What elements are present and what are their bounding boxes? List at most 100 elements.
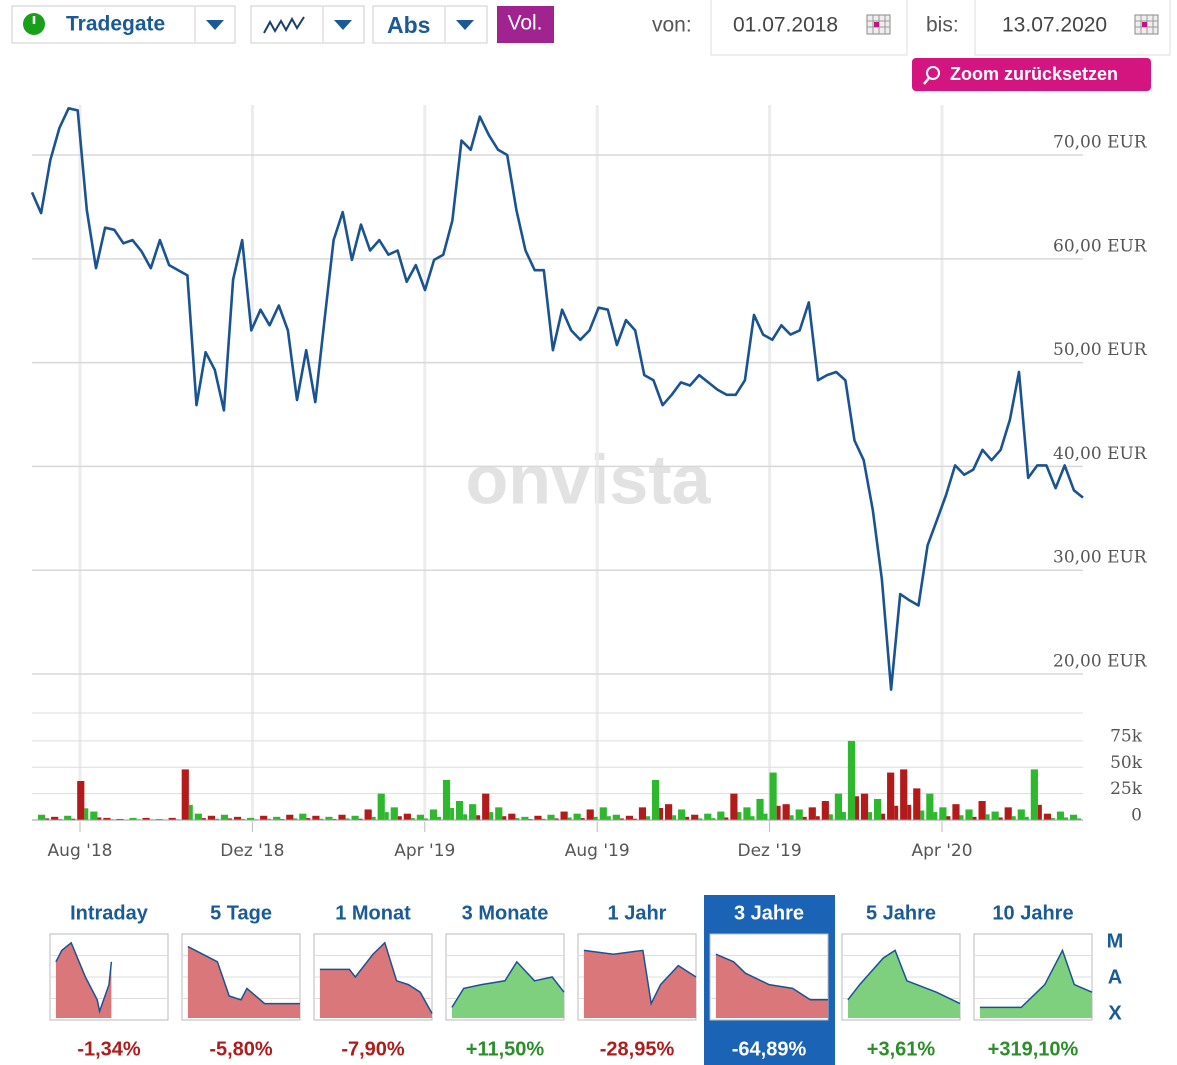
volume-bar-small [711,818,716,820]
volume-bar [442,779,451,820]
volume-bar [821,801,829,820]
volume-bar-small [789,815,794,820]
volume-bar [456,801,464,820]
thumbnail-area [187,946,300,1018]
thumbnail-line [187,945,300,1005]
volume-bar-small [972,816,977,820]
thumbnail-line [55,941,113,1014]
zoom-icon-handle [923,77,930,85]
volume-button[interactable] [497,6,554,43]
thumbnail-area [319,942,432,1018]
volume-bar [403,813,411,820]
volume-bar-small [841,812,846,820]
period-label[interactable]: 1 Monat [335,902,411,924]
volume-bar [991,811,999,820]
volume-bar [116,818,124,820]
x-tick-label: Apr '19 [394,841,455,861]
thumbnail-area [55,942,112,1018]
volume-bar-small [959,815,964,820]
line-icon [263,16,305,34]
thumbnail-area [451,961,564,1018]
max-letter[interactable]: M [1107,930,1124,952]
volume-bar-small [319,818,324,820]
volume-bar-small [423,818,428,820]
volume-bar [51,816,59,820]
period-label[interactable]: 5 Tage [210,902,272,924]
volume-bar [665,804,673,820]
period-label[interactable]: 1 Jahr [608,902,667,924]
thumbnail-line [319,941,433,1014]
y-tick-label: 70,00 EUR [1053,133,1148,153]
to-label: bis: [926,14,959,37]
volume-bar [233,816,242,820]
volume-bar-small [489,812,494,820]
calendar-icon[interactable] [866,14,891,35]
dropdown-arrow[interactable] [456,20,474,30]
y-tick-label: 30,00 EUR [1053,548,1148,568]
volume-bar-small [1024,816,1029,820]
price-line [30,107,1084,691]
watermark: onvista [465,440,711,518]
volume-bar-small [868,812,873,820]
period-change: -64,89% [732,1038,807,1060]
max-letter[interactable]: A [1108,966,1122,988]
volume-bar [795,809,803,820]
period-selector: Intraday -1,34% 5 Tage -5,80% 1 Monat -7,90% 3… [49,895,1124,1065]
volume-bar [808,807,816,820]
volume-bar-small [672,815,677,820]
max-letter[interactable]: X [1108,1002,1122,1024]
volume-bar-small [737,812,742,820]
dropdown-arrow[interactable] [334,20,352,30]
volume-bar [717,811,725,820]
period-label[interactable]: 10 Jahre [992,902,1073,924]
volume-bar-small [1077,818,1082,820]
volume-bar [1017,809,1025,820]
y-tick-label: 20,00 EUR [1053,652,1148,672]
volume-bar [351,815,359,820]
volume-bar [390,807,398,820]
period-label[interactable]: Intraday [70,902,149,924]
volume-bar-small [802,816,807,820]
volume-bar-small [293,818,298,820]
dropdown-arrow[interactable] [206,20,224,30]
volume-bar [495,807,503,820]
to-date: 13.07.2020 [1002,14,1107,37]
volume-bar [586,809,594,820]
zoom-reset-button[interactable] [912,58,1151,91]
volume-bar [782,804,790,820]
volume-bar [691,814,699,820]
y-tick-label: 50,00 EUR [1053,340,1148,360]
volume-bar-small [1050,818,1055,820]
volume-bar-small [84,808,89,820]
period-label[interactable]: 5 Jahre [866,902,936,924]
volume-bar [181,769,189,820]
volume-bar-small [228,818,232,820]
thumbnail-area [715,954,828,1018]
volume-bar [286,814,294,820]
volume-bar [952,804,960,820]
thumbnail-line [583,949,697,1007]
volume-bar-small [750,816,755,820]
volume-bar-small [567,817,572,820]
volume-bar-small [1037,804,1042,820]
period-change: -7,90% [341,1038,405,1060]
volume-bar-small [306,818,311,820]
volume-bar-small [685,816,690,820]
y-tick-label: 75k [1110,726,1143,746]
volume-bar-small [946,816,951,820]
volume-bar-small [894,805,899,820]
volume-bar-small [450,807,455,820]
volume-bar [560,811,568,820]
period-label[interactable]: 3 Monate [462,902,549,924]
volume-bar [194,813,202,820]
volume-bar [129,817,137,820]
volume-bar [312,815,320,820]
exchange-select[interactable] [11,5,236,44]
volume-bar-small [71,818,76,820]
calendar-icon[interactable] [1134,14,1159,35]
y-tick-label: 60,00 EUR [1053,236,1148,256]
period-label[interactable]: 3 Jahre [734,902,804,924]
volume-bar [704,813,712,820]
volume-bar-small [646,816,650,820]
y-tick-label: 25k [1110,779,1143,799]
